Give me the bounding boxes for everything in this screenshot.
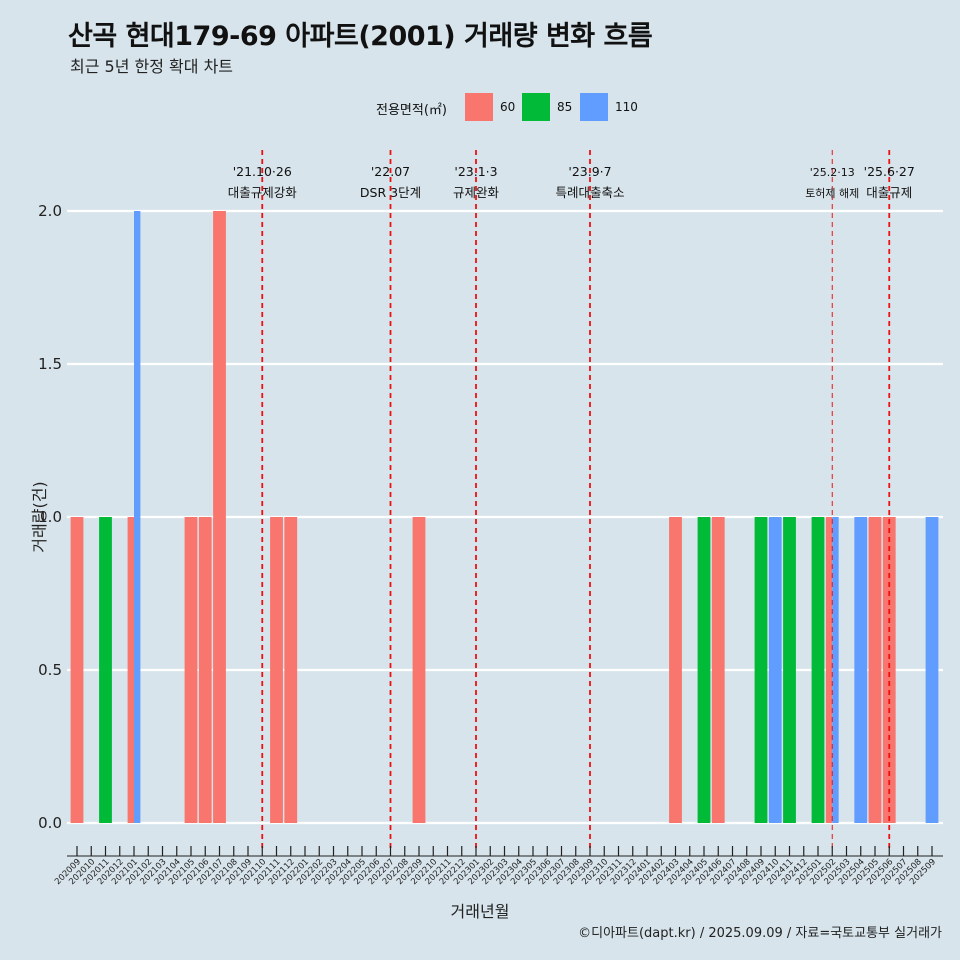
bar-202406-60 xyxy=(711,517,725,823)
event-date-label: '25.6·27 xyxy=(864,164,915,179)
chart-subtitle: 최근 5년 한정 확대 차트 xyxy=(70,57,234,76)
event-name-label: 특례대출축소 xyxy=(555,185,624,200)
bar-202101-110 xyxy=(134,211,141,823)
chart-title: 산곡 현대179-69 아파트(2001) 거래량 변화 흐름 xyxy=(68,21,653,52)
y-tick-label: 2.0 xyxy=(38,202,62,220)
bar-202009-60 xyxy=(70,517,84,823)
x-axis-title: 거래년월 xyxy=(450,902,510,921)
bar-202506-60 xyxy=(882,517,896,823)
bar-202405-85 xyxy=(697,517,711,823)
y-tick-label: 1.0 xyxy=(38,508,62,526)
legend-label-110: 110 xyxy=(615,100,638,114)
event-date-label: '23.9·7 xyxy=(568,164,611,179)
bar-202410-110 xyxy=(768,517,782,823)
event-date-label: '25.2·13 xyxy=(810,166,855,179)
y-tick-label: 0.5 xyxy=(38,661,62,679)
bar-202011-85 xyxy=(99,517,112,823)
legend-label-85: 85 xyxy=(557,100,573,114)
source-caption: ©디아파트(dapt.kr) / 2025.09.09 / 자료=국토교통부 실… xyxy=(578,926,942,941)
bar-202502-110 xyxy=(832,517,839,823)
bar-202504-110 xyxy=(854,517,868,823)
event-date-label: '21.10·26 xyxy=(233,164,292,179)
event-name-label: 토허제 해제 xyxy=(805,186,859,200)
y-tick-label: 1.5 xyxy=(38,355,62,373)
y-axis-title: 거래량(건) xyxy=(30,481,49,553)
bar-202411-85 xyxy=(783,517,796,823)
legend: 전용면적(㎡) 60 85 110 xyxy=(0,92,960,122)
event-name-label: 대출규제강화 xyxy=(228,185,298,200)
legend-title: 전용면적(㎡) xyxy=(376,103,447,118)
bar-202209-60 xyxy=(412,517,426,823)
bar-202509-110 xyxy=(925,517,939,823)
bar-202105-60 xyxy=(184,517,198,823)
bar-202106-60 xyxy=(198,517,212,823)
event-name-label: 대출규제 xyxy=(866,185,912,200)
bar-202107-60 xyxy=(213,211,226,823)
legend-swatch-110 xyxy=(580,93,608,121)
legend-swatch-85 xyxy=(522,93,550,121)
event-name-label: DSR 3단계 xyxy=(360,185,421,200)
legend-label-60: 60 xyxy=(500,100,516,114)
bar-202111-60 xyxy=(270,517,283,823)
event-date-label: '23.1·3 xyxy=(454,164,497,179)
bar-202403-60 xyxy=(669,517,682,823)
legend-swatch-60 xyxy=(465,93,493,121)
y-tick-label: 0.0 xyxy=(38,814,62,832)
bar-202501-85 xyxy=(811,517,825,823)
event-name-label: 규제완화 xyxy=(453,185,500,200)
bar-202409-85 xyxy=(754,517,768,823)
bar-202101-60 xyxy=(127,517,134,823)
bar-202505-60 xyxy=(868,517,882,823)
bar-202502-60 xyxy=(825,517,833,823)
event-date-label: '22.07 xyxy=(371,164,410,179)
bar-202112-60 xyxy=(284,517,298,823)
